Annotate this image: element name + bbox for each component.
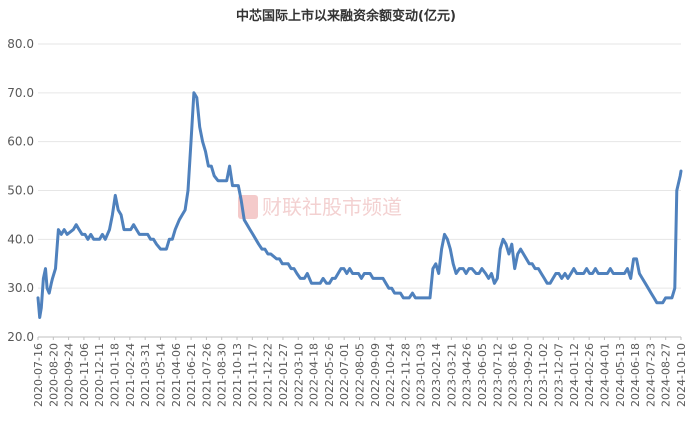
x-tick-label: 2023-11-02 xyxy=(537,343,550,407)
x-tick-label: 2024-02-26 xyxy=(583,343,596,407)
x-tick-label: 2024-08-27 xyxy=(660,343,673,407)
x-tick-label: 2021-05-14 xyxy=(154,343,167,407)
x-tick-label: 2022-10-24 xyxy=(384,343,397,407)
x-tick-label: 2020-08-20 xyxy=(47,343,60,407)
y-tick-label: 30.0 xyxy=(7,281,34,295)
gridlines xyxy=(38,43,681,338)
x-tick-label: 2022-04-18 xyxy=(308,343,321,407)
y-axis: 20.0 30.0 40.0 50.0 60.0 70.0 80.0 xyxy=(7,37,34,344)
y-tick-label: 40.0 xyxy=(7,232,34,246)
x-tick-label: 2021-12-22 xyxy=(262,343,275,407)
x-tick-label: 2022-07-01 xyxy=(338,343,351,407)
series-layer xyxy=(36,91,683,319)
x-tick-label: 2020-07-16 xyxy=(32,343,45,407)
x-tick-label: 2024-06-18 xyxy=(629,343,642,407)
y-tick-label: 60.0 xyxy=(7,135,34,149)
x-tick-label: 2022-08-05 xyxy=(354,343,367,407)
x-tick-label: 2021-04-06 xyxy=(170,343,183,407)
x-tick-label: 2020-12-11 xyxy=(93,343,106,407)
x-tick-label: 2023-12-07 xyxy=(553,343,566,407)
x-tick-label: 2020-09-24 xyxy=(63,343,76,407)
x-tick-label: 2024-05-13 xyxy=(614,343,627,407)
x-tick-label: 2023-06-05 xyxy=(476,343,489,407)
x-tick-label: 2023-09-20 xyxy=(522,343,535,407)
x-tick-label: 2022-05-26 xyxy=(323,343,336,407)
y-tick-label: 70.0 xyxy=(7,86,34,100)
y-tick-label: 80.0 xyxy=(7,37,34,51)
x-axis: 2020-07-16 2020-08-20 2020-09-24 2020-11-06… xyxy=(32,337,688,407)
x-tick-label: 2023-02-14 xyxy=(430,343,443,407)
x-tick-label: 2024-04-01 xyxy=(598,343,611,407)
x-tick-label: 2020-11-06 xyxy=(78,343,91,407)
x-tick-label: 2021-10-13 xyxy=(231,343,244,407)
x-tick-label: 2021-01-18 xyxy=(109,343,122,407)
x-tick-label: 2023-07-12 xyxy=(491,343,504,407)
x-tick-label: 2022-01-27 xyxy=(277,343,290,407)
watermark-text: 财联社股市频道 xyxy=(262,195,402,219)
x-tick-label: 2021-08-30 xyxy=(216,343,229,407)
chart-title: 中芯国际上市以来融资余额变动(亿元) xyxy=(236,8,456,24)
x-tick-label: 2021-11-17 xyxy=(246,343,259,407)
x-tick-label: 2023-01-03 xyxy=(415,343,428,407)
x-tick-label: 2023-04-26 xyxy=(461,343,474,407)
y-tick-label: 50.0 xyxy=(7,184,34,198)
x-tick-label: 2023-03-21 xyxy=(445,343,458,407)
series-line-0 xyxy=(36,91,683,319)
x-tick-label: 2022-09-09 xyxy=(369,343,382,407)
x-tick-label: 2021-06-21 xyxy=(185,343,198,407)
x-tick-label: 2022-03-10 xyxy=(292,343,305,407)
y-tick-label: 20.0 xyxy=(7,330,34,344)
x-tick-label: 2024-10-10 xyxy=(675,343,688,407)
x-tick-label: 2021-07-26 xyxy=(200,343,213,407)
x-tick-label: 2024-07-23 xyxy=(644,343,657,407)
x-tick-label: 2021-02-24 xyxy=(124,343,137,407)
x-tick-label: 2024-01-12 xyxy=(568,343,581,407)
x-tick-label: 2021-03-31 xyxy=(139,343,152,407)
x-tick-label: 2023-08-16 xyxy=(507,343,520,407)
x-tick-label: 2022-11-28 xyxy=(399,343,412,407)
